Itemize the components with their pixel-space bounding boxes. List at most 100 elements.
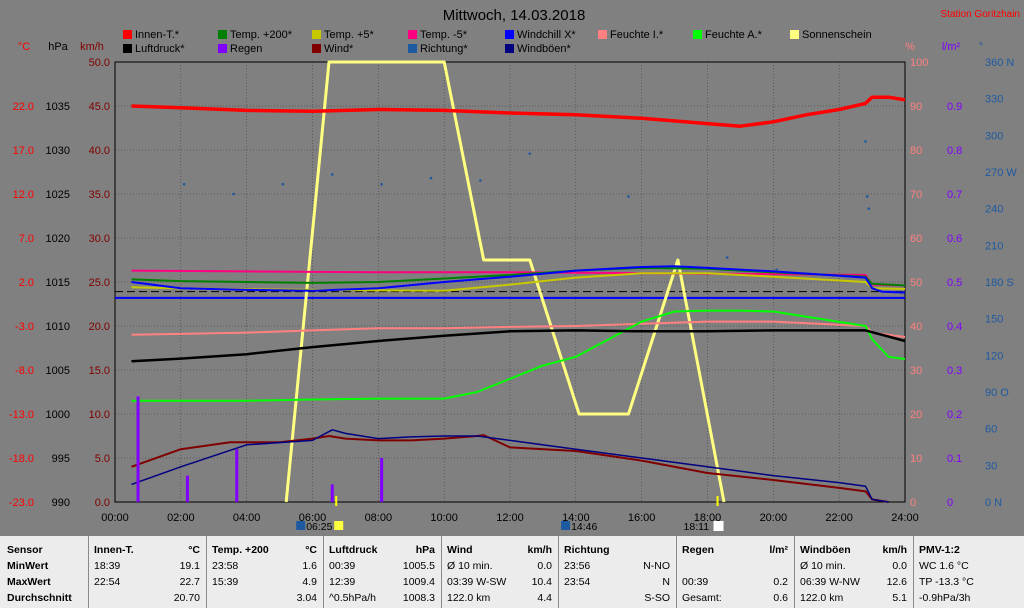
stats-avg: 5.1 (892, 592, 907, 604)
stats-col-windb-en: Windböen km/h Ø 10 min. 0.0 06:39 W-NW 12.6 12… (794, 536, 914, 608)
stats-header-sensor: Sensor (7, 544, 43, 556)
tick-label-pressure_hpa: 1000 (46, 409, 70, 421)
tick-label-humidity_pct: 40 (910, 321, 922, 333)
legend-label: Feuchte A.* (705, 29, 763, 41)
legend-swatch (123, 44, 132, 53)
stats-min-time: 00:39 (329, 560, 356, 572)
tick-label-wind_kmh: 50.0 (89, 57, 110, 69)
stats-min: 0.0 (892, 560, 907, 572)
stats-avg: 3.04 (296, 592, 317, 604)
stats-min-time: 18:39 (94, 560, 121, 572)
series-line-wind (131, 434, 889, 503)
tick-label-pressure_hpa: 1025 (46, 189, 70, 201)
legend-swatch (312, 30, 321, 39)
tick-label-direction_deg: 240 (985, 204, 1003, 216)
legend-swatch (218, 44, 227, 53)
stats-name: Richtung (564, 544, 610, 556)
stats-name: Innen-T. (94, 544, 134, 556)
stats-name: Windböen (800, 544, 851, 556)
stats-col-innen-t: Innen-T. °C 18:39 19.1 22:54 22.7 20.70 (88, 536, 207, 608)
stats-col-luftdruck: Luftdruck hPa 00:39 1005.5 12:39 1009.4 ^0.5hP… (323, 536, 442, 608)
stats-max-time: 06:39 W-NW (800, 576, 860, 588)
direction-point (380, 182, 383, 186)
series-line-windchill-x (131, 265, 906, 294)
tick-label-temp_c: 7.0 (19, 233, 34, 245)
stats-unit: l/m² (769, 544, 788, 556)
stats-min-time: 23:56 (564, 560, 591, 572)
stats-avg-label: ^0.5hPa/h (329, 592, 376, 604)
direction-point (429, 176, 433, 180)
direction-point (479, 179, 482, 182)
tick-label-rain_lm2: 0.3 (947, 365, 962, 377)
tick-label-temp_c: 22.0 (13, 101, 34, 113)
stats-max: N (662, 576, 670, 588)
series-line-innen-t (131, 95, 906, 128)
tick-label-wind_kmh: 20.0 (89, 321, 110, 333)
x-tick-label: 20:00 (760, 512, 788, 524)
tick-label-direction_deg: 180 S (985, 277, 1014, 289)
tick-label-rain_lm2: 0.1 (947, 453, 962, 465)
x-tick-label: 22:00 (825, 512, 853, 524)
x-tick-label: 04:00 (233, 512, 261, 524)
stats-col-temp-200: Temp. +200 °C 23:58 1.6 15:39 4.9 3.04 (206, 536, 324, 608)
tick-label-direction_deg: 150 (985, 314, 1003, 326)
x-tick-label: 12:00 (496, 512, 524, 524)
stats-row-avg: Durchschnitt (7, 592, 72, 604)
tick-label-rain_lm2: 0 (947, 497, 953, 509)
stats-unit: °C (305, 544, 317, 556)
sunrise-icon (296, 521, 306, 530)
stats-min-time: Ø 10 min. (447, 560, 493, 572)
tick-label-rain_lm2: 0.5 (947, 277, 962, 289)
stats-max: 1009.4 (402, 576, 435, 588)
stats-name: Regen (682, 544, 715, 556)
stats-avg-label: -0.9hPa/3h (919, 592, 971, 604)
tick-label-wind_kmh: 40.0 (89, 145, 110, 157)
stats-name: Temp. +200 (212, 544, 269, 556)
unit-hpa: hPa (48, 41, 68, 53)
sun-icon (334, 521, 344, 530)
unit-rain: l/m² (942, 41, 961, 53)
unit-kmh: km/h (80, 41, 104, 53)
legend-label: Sonnenschein (802, 29, 872, 41)
stats-unit: km/h (527, 544, 552, 556)
tick-label-humidity_pct: 60 (910, 233, 922, 245)
tick-label-direction_deg: 270 W (985, 167, 1017, 179)
stats-unit: hPa (415, 544, 435, 556)
legend-swatch (790, 30, 799, 39)
stats-max-time: 23:54 (564, 576, 591, 588)
x-tick-label: 24:00 (891, 512, 919, 524)
stats-unit: km/h (882, 544, 907, 556)
x-tick-label: 10:00 (430, 512, 458, 524)
legend-swatch (312, 44, 321, 53)
direction-point (775, 268, 778, 272)
tick-label-humidity_pct: 30 (910, 365, 922, 377)
tick-label-direction_deg: 60 (985, 424, 997, 436)
stats-max: 10.4 (531, 576, 552, 588)
legend-swatch (408, 30, 417, 39)
stats-max-time: 00:39 (682, 576, 709, 588)
stats-row-max: MaxWert (7, 576, 51, 588)
x-tick-label: 00:00 (101, 512, 129, 524)
tick-label-temp_c: 17.0 (13, 145, 34, 157)
legend-label: Innen-T.* (135, 29, 180, 41)
tick-label-wind_kmh: 25.0 (89, 277, 110, 289)
x-tick-label: 16:00 (628, 512, 656, 524)
legend-swatch (505, 30, 514, 39)
stats-avg: S-SO (644, 592, 670, 604)
tick-label-pressure_hpa: 995 (52, 453, 70, 465)
tick-label-humidity_pct: 50 (910, 277, 922, 289)
direction-point (182, 182, 186, 186)
legend-label: Windböen* (517, 43, 572, 55)
legend-swatch (598, 30, 607, 39)
chart-title: Mittwoch, 14.03.2018 (443, 7, 586, 24)
x-tick-label: 06:00 (299, 512, 327, 524)
tick-label-humidity_pct: 70 (910, 189, 922, 201)
tick-label-wind_kmh: 15.0 (89, 365, 110, 377)
stats-name: Luftdruck (329, 544, 378, 556)
plot-area (114, 60, 906, 503)
rain-bar (185, 475, 189, 502)
series-line-sonnenschein (284, 60, 726, 503)
stats-unit: °C (188, 544, 200, 556)
series-line-feuchte-i (131, 320, 906, 338)
tick-label-direction_deg: 90 O (985, 387, 1009, 399)
